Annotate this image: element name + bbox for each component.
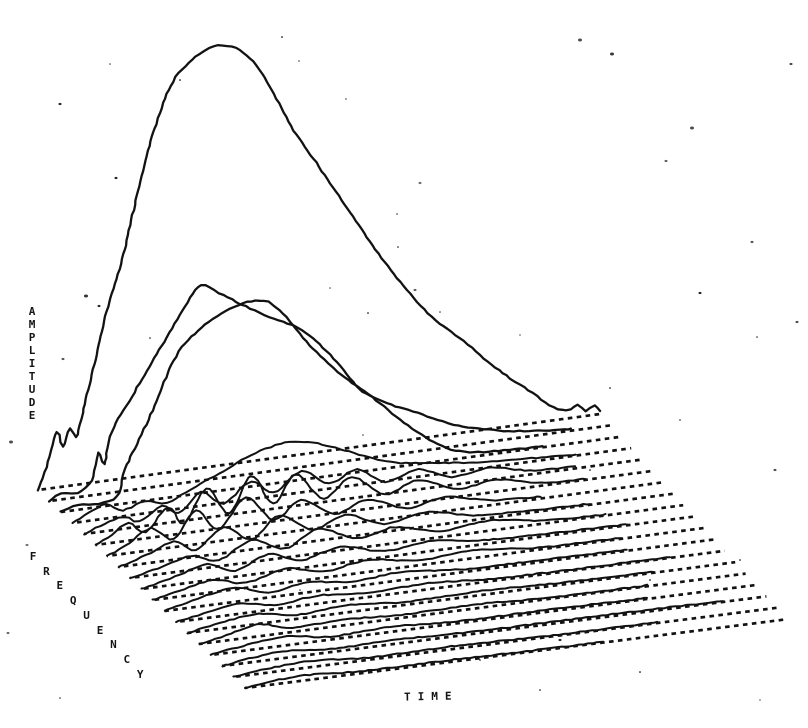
scan-speck: [59, 697, 61, 699]
scan-speck: [418, 181, 422, 185]
scan-speck: [739, 559, 741, 561]
scan-speck: [750, 240, 754, 244]
scan-speck: [109, 63, 111, 65]
scan-speck: [610, 52, 614, 56]
scan-speck: [281, 36, 283, 38]
scan-speck: [698, 291, 702, 295]
scan-speck: [679, 419, 681, 421]
scan-speck: [25, 543, 29, 547]
scan-speck: [558, 638, 562, 642]
scan-speck: [578, 38, 582, 42]
scan-speck: [362, 434, 364, 436]
scan-speck: [413, 288, 417, 292]
scan-speck: [589, 469, 591, 471]
scan-speck: [609, 387, 611, 389]
scan-speck: [396, 213, 398, 215]
scan-speck: [439, 311, 441, 313]
scan-speck: [309, 679, 311, 681]
scan-speck: [84, 294, 88, 298]
scan-speck: [773, 468, 777, 472]
scan-speck: [789, 62, 793, 66]
scan-speck: [795, 320, 799, 324]
scan-speck: [479, 659, 481, 661]
x-axis-label-time: TIME: [403, 689, 459, 704]
scan-speck: [149, 337, 151, 339]
scan-speck: [690, 126, 694, 130]
scan-speck: [759, 699, 761, 701]
scan-speck: [6, 631, 10, 635]
scan-speck: [539, 689, 541, 691]
scan-speck: [639, 671, 641, 673]
scan-speck: [649, 579, 651, 581]
scan-speck: [756, 336, 758, 338]
scan-speck: [298, 60, 300, 62]
scan-speck: [114, 176, 118, 180]
scan-speck: [397, 246, 399, 248]
scan-speck: [345, 98, 347, 100]
scan-speck: [179, 79, 181, 81]
scan-speck: [58, 102, 62, 106]
scan-speck: [329, 287, 331, 289]
scan-speck: [519, 334, 521, 336]
scan-speck: [367, 312, 369, 314]
scan-speck: [61, 357, 65, 361]
scan-speck: [664, 159, 668, 163]
scan-speck: [299, 589, 301, 591]
scan-speck: [9, 440, 13, 444]
scan-speck: [97, 304, 101, 308]
